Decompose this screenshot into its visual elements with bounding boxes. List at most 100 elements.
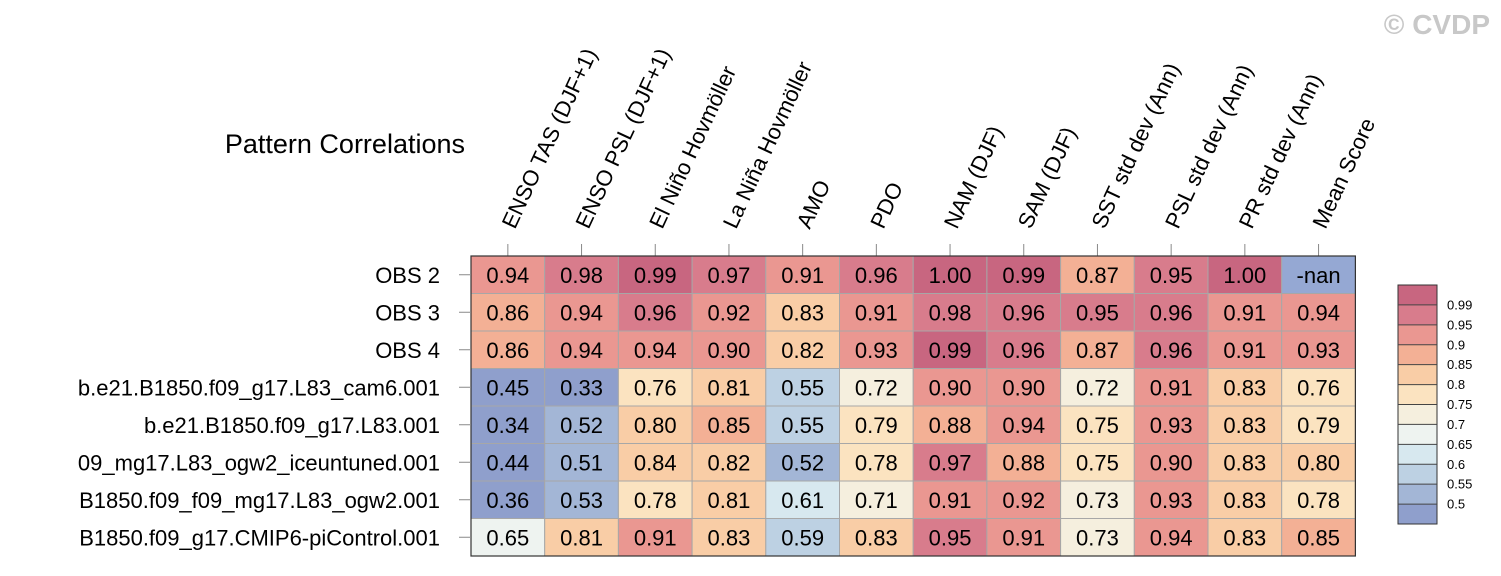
column-label: SAM (DJF)	[1013, 123, 1082, 232]
cell-value-label: 0.99	[929, 338, 972, 363]
cell-value-label: 0.94	[560, 338, 603, 363]
cell-value-label: 0.91	[1002, 525, 1045, 550]
cell-value-label: 0.76	[1297, 375, 1340, 400]
heatmap-cell	[765, 443, 840, 482]
cell-value-label: 0.90	[1002, 375, 1045, 400]
colorbar-swatch	[1398, 384, 1437, 405]
colorbar-legend: 0.5 0.55 0.6 0.65 0.7 0.75 0.8 0.85 0.9 0.95 0.99	[1397, 284, 1472, 525]
cell-value-label: 0.93	[855, 338, 898, 363]
cell-value-label: 0.34	[486, 413, 529, 438]
heatmap-cell	[765, 293, 840, 332]
heatmap-cell	[544, 405, 619, 444]
colorbar-swatch	[1398, 304, 1437, 325]
cell-value-label: 0.83	[1223, 375, 1266, 400]
heatmap-cell	[765, 405, 840, 444]
heatmap-cell	[912, 480, 988, 519]
cell-value-label: 0.87	[1076, 263, 1119, 288]
cell-value-label: 0.78	[855, 450, 898, 475]
cell-value-label: 0.78	[1297, 488, 1340, 513]
cell-value-label: 0.86	[486, 338, 529, 363]
cell-value-label: 0.91	[781, 263, 824, 288]
heatmap-cell	[912, 405, 988, 444]
heatmap-cell	[1281, 518, 1356, 557]
cell-value-label: 0.85	[1297, 525, 1340, 550]
heatmap-cell	[1060, 255, 1135, 294]
colorbar-swatch	[1398, 364, 1437, 385]
cell-value-label: 0.81	[560, 525, 603, 550]
heatmap-cell	[1281, 293, 1356, 332]
cell-value-label: 0.82	[781, 338, 824, 363]
heatmap-cell	[986, 443, 1062, 482]
cell-value-label: 0.72	[855, 375, 898, 400]
colorbar-tick-label: 0.8	[1447, 377, 1465, 392]
colorbar-swatch	[1398, 504, 1437, 524]
cell-value-label: 0.36	[486, 488, 529, 513]
heatmap-cell	[1281, 405, 1356, 444]
cell-value-label: 0.83	[1223, 450, 1266, 475]
cell-value-label: 0.96	[855, 263, 898, 288]
cell-value-label: 0.97	[929, 450, 972, 475]
column-label: Mean Score	[1307, 114, 1380, 232]
heatmap-cell	[1207, 255, 1283, 294]
heatmap-cell	[1281, 368, 1356, 407]
heatmap-cell	[839, 518, 914, 557]
row-label: OBS 2	[375, 263, 440, 288]
heatmap-cell	[691, 480, 767, 519]
cell-value-label: 0.91	[1150, 375, 1193, 400]
row-label: B1850.f09_g17.CMIP6-piControl.001	[79, 525, 440, 550]
heatmap-cell	[1133, 405, 1209, 444]
cell-value-label: 0.83	[781, 300, 824, 325]
cell-value-label: 0.75	[1076, 413, 1119, 438]
heatmap-cell	[986, 405, 1062, 444]
cell-value-label: 0.52	[560, 413, 603, 438]
cell-value-label: 0.95	[1150, 263, 1193, 288]
column-labels: ENSO TAS (DJF+1)ENSO PSL (DJF+1)El Niño …	[497, 44, 1380, 256]
cell-value-label: -nan	[1297, 263, 1341, 288]
cell-value-label: 0.95	[929, 525, 972, 550]
cell-value-label: 0.83	[1223, 413, 1266, 438]
heatmap-cell	[1060, 330, 1135, 369]
colorbar-tick-label: 0.5	[1447, 497, 1465, 512]
row-label: b.e21.B1850.f09_g17.L83_cam6.001	[78, 375, 440, 400]
colorbar-tick-label: 0.99	[1447, 297, 1472, 312]
column-label: AMO	[792, 176, 836, 232]
cell-value-label: 0.76	[634, 375, 677, 400]
heatmap-cells: 0.94 0.98 0.99 0.97 0.91 0.96 1.00 0.99 0.87 0.95…	[470, 255, 1357, 557]
cell-value-label: 0.73	[1076, 488, 1119, 513]
heatmap-cell	[1207, 330, 1283, 369]
cell-value-label: 0.97	[708, 263, 751, 288]
heatmap-cell	[839, 480, 914, 519]
cell-value-label: 0.96	[1002, 338, 1045, 363]
cell-value-label: 0.94	[634, 338, 677, 363]
heatmap-cell	[617, 480, 693, 519]
heatmap-cell	[1207, 443, 1283, 482]
cell-value-label: 0.83	[1223, 488, 1266, 513]
heatmap-cell	[1133, 293, 1209, 332]
heatmap-cell	[1060, 518, 1135, 557]
cell-value-label: 0.94	[1150, 525, 1193, 550]
cvdp-watermark: © CVDP	[1384, 9, 1490, 40]
cell-value-label: 0.90	[1150, 450, 1193, 475]
cell-value-label: 0.98	[560, 263, 603, 288]
heatmap-cell	[1133, 255, 1209, 294]
cell-value-label: 0.92	[708, 300, 751, 325]
heatmap-cell	[1207, 368, 1283, 407]
colorbar-tick-label: 0.9	[1447, 337, 1465, 352]
heatmap-cell	[912, 255, 988, 294]
heatmap-cell	[470, 405, 546, 444]
heatmap-cell	[617, 518, 693, 557]
cell-value-label: 0.94	[560, 300, 603, 325]
cell-value-label: 0.93	[1150, 488, 1193, 513]
colorbar-swatch	[1398, 484, 1437, 505]
cell-value-label: 0.96	[1150, 300, 1193, 325]
heatmap-cell	[691, 330, 767, 369]
heatmap-cell	[691, 443, 767, 482]
cell-value-label: 0.55	[781, 413, 824, 438]
column-label: NAM (DJF)	[939, 122, 1008, 232]
cell-value-label: 0.83	[1223, 525, 1266, 550]
cell-value-label: 0.55	[781, 375, 824, 400]
cell-value-label: 0.91	[1223, 300, 1266, 325]
cell-value-label: 0.33	[560, 375, 603, 400]
heatmap-cell	[765, 480, 840, 519]
row-labels: OBS 2 OBS 3 OBS 4 b.e21.B1850.f09_g17.L83_c…	[78, 263, 471, 550]
